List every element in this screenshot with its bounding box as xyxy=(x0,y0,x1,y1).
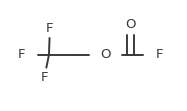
Text: F: F xyxy=(156,49,163,61)
Text: O: O xyxy=(100,49,111,61)
Text: F: F xyxy=(41,71,48,84)
Text: F: F xyxy=(17,49,25,61)
Text: O: O xyxy=(125,18,136,31)
Text: F: F xyxy=(46,22,54,35)
